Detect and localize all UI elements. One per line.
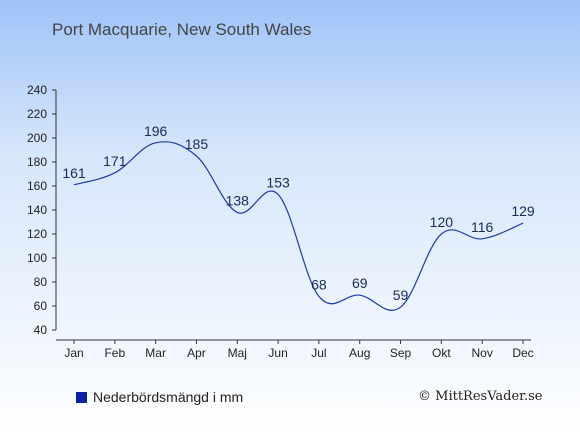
credit-text: © MittResVader.se — [418, 389, 543, 404]
series-line — [73, 141, 524, 311]
data-label: 196 — [144, 123, 168, 139]
data-label: 171 — [103, 153, 127, 169]
legend: Nederbördsmängd i mm — [76, 389, 243, 405]
x-tick-label: Nov — [472, 346, 493, 360]
x-tick-label: Sep — [390, 346, 412, 360]
y-tick-label: 120 — [27, 227, 47, 241]
y-tick-label: 200 — [27, 131, 47, 145]
x-tick-label: Aug — [349, 346, 370, 360]
x-tick-label: Apr — [187, 346, 206, 360]
data-label: 69 — [352, 275, 368, 291]
x-tick-label: Okt — [432, 346, 451, 360]
data-label: 116 — [471, 219, 494, 235]
x-tick-label: Feb — [104, 346, 125, 360]
y-tick-label: 60 — [34, 299, 48, 313]
x-tick-label: Jul — [311, 346, 326, 360]
legend-swatch — [76, 391, 87, 403]
legend-label: Nederbördsmängd i mm — [93, 389, 244, 405]
data-label: 153 — [266, 174, 290, 190]
x-tick-label: Mar — [145, 346, 166, 360]
y-tick-label: 240 — [27, 83, 47, 97]
data-label: 120 — [430, 214, 454, 230]
y-tick-label: 80 — [34, 275, 48, 289]
data-label: 161 — [62, 165, 86, 181]
x-tick-label: Dec — [512, 346, 533, 360]
y-tick-label: 180 — [27, 155, 47, 169]
data-label: 138 — [226, 192, 250, 208]
y-tick-label: 100 — [27, 251, 47, 265]
chart-title: Port Macquarie, New South Wales — [52, 20, 312, 39]
y-tick-label: 160 — [27, 179, 47, 193]
x-tick-label: Maj — [228, 346, 247, 360]
y-tick-label: 140 — [27, 203, 47, 217]
x-tick-label: Jan — [64, 346, 83, 360]
data-label: 68 — [311, 276, 327, 292]
y-tick-label: 40 — [34, 323, 48, 337]
y-tick-label: 220 — [27, 107, 47, 121]
data-label: 185 — [185, 136, 209, 152]
data-label: 59 — [393, 287, 409, 303]
data-label: 129 — [511, 203, 535, 219]
x-tick-label: Jun — [268, 346, 287, 360]
